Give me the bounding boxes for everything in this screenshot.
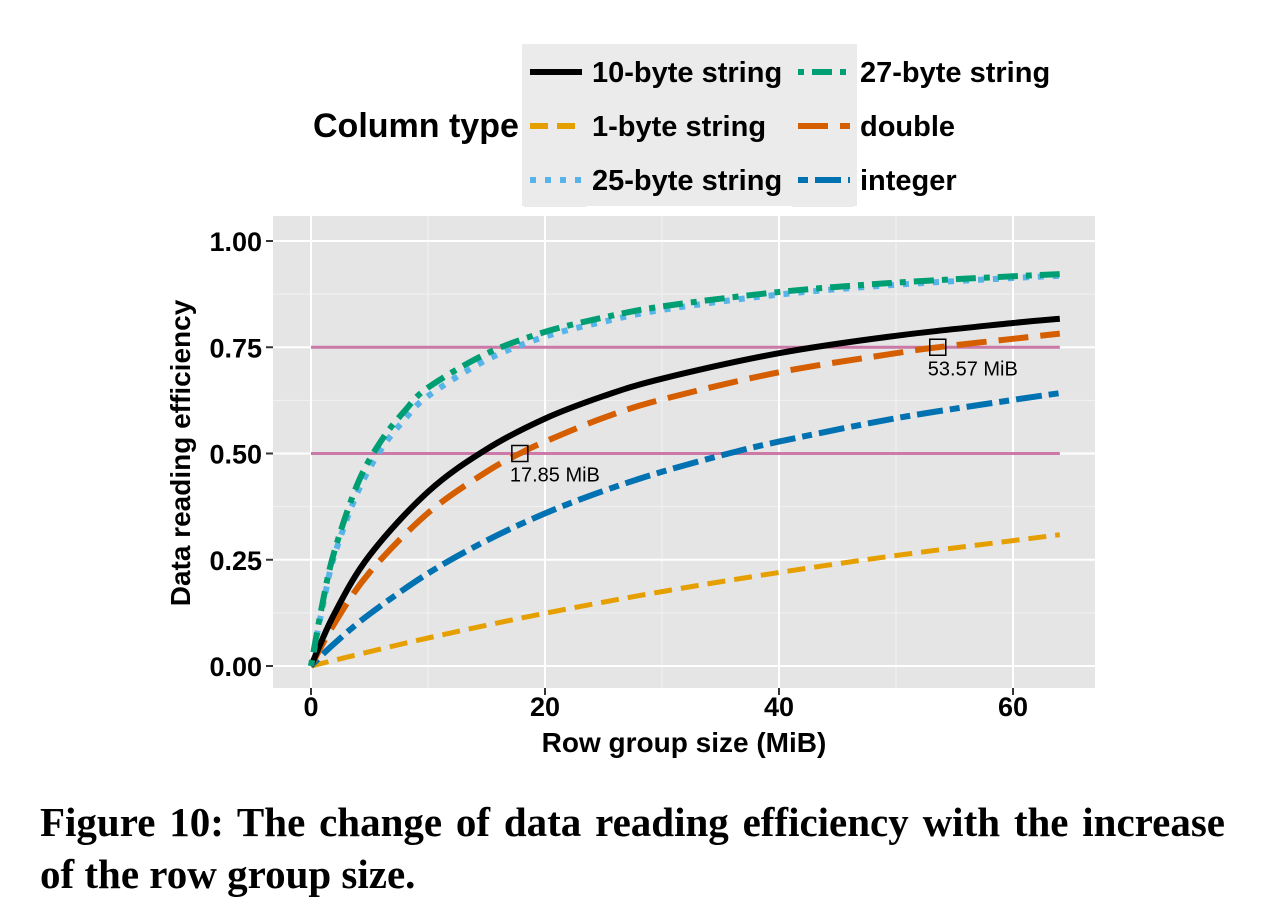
legend-label: 27-byte string [860,57,1050,89]
figure-caption: Figure 10: The change of data reading ef… [40,799,1225,897]
legend-label: 10-byte string [592,57,782,89]
legend-label: double [860,111,955,143]
y-tick-label: 0.50 [209,440,262,470]
axes: 0 20 40 60 0.00 0.25 0.50 0.75 1.00 [209,227,1028,722]
efficiency-chart: Column type 10-byte string 1-byte string 2… [165,44,1095,758]
y-tick-label: 0.75 [209,333,262,363]
legend-label: 25-byte string [592,165,782,197]
x-axis-label: Row group size (MiB) [542,727,827,758]
legend: Column type 10-byte string 1-byte string 2… [313,45,1050,207]
legend-label: integer [860,165,957,197]
annotations: 53.57 MiB 17.85 MiB [510,338,1018,487]
y-axis-label: Data reading efficiency [165,299,196,606]
annotation-label: 17.85 MiB [510,465,600,487]
legend-label: 1-byte string [592,111,766,143]
series-line-integer [308,390,1061,669]
x-tick-label: 20 [530,692,560,722]
y-tick-label: 0.00 [209,652,262,682]
series-line-10-byte-string [308,315,1061,668]
series-line-27-byte-string [308,271,1060,667]
annotation-marker [511,444,529,463]
series-line-1-byte-string [310,532,1061,669]
x-tick-label: 40 [764,692,794,722]
annotation-marker [929,338,947,356]
y-tick-label: 0.25 [209,546,262,576]
y-tick-label: 1.00 [209,227,262,257]
x-tick-label: 0 [303,692,318,722]
annotation-label: 53.57 MiB [928,358,1018,380]
legend-title: Column type [313,107,519,145]
x-tick-label: 60 [998,692,1028,722]
